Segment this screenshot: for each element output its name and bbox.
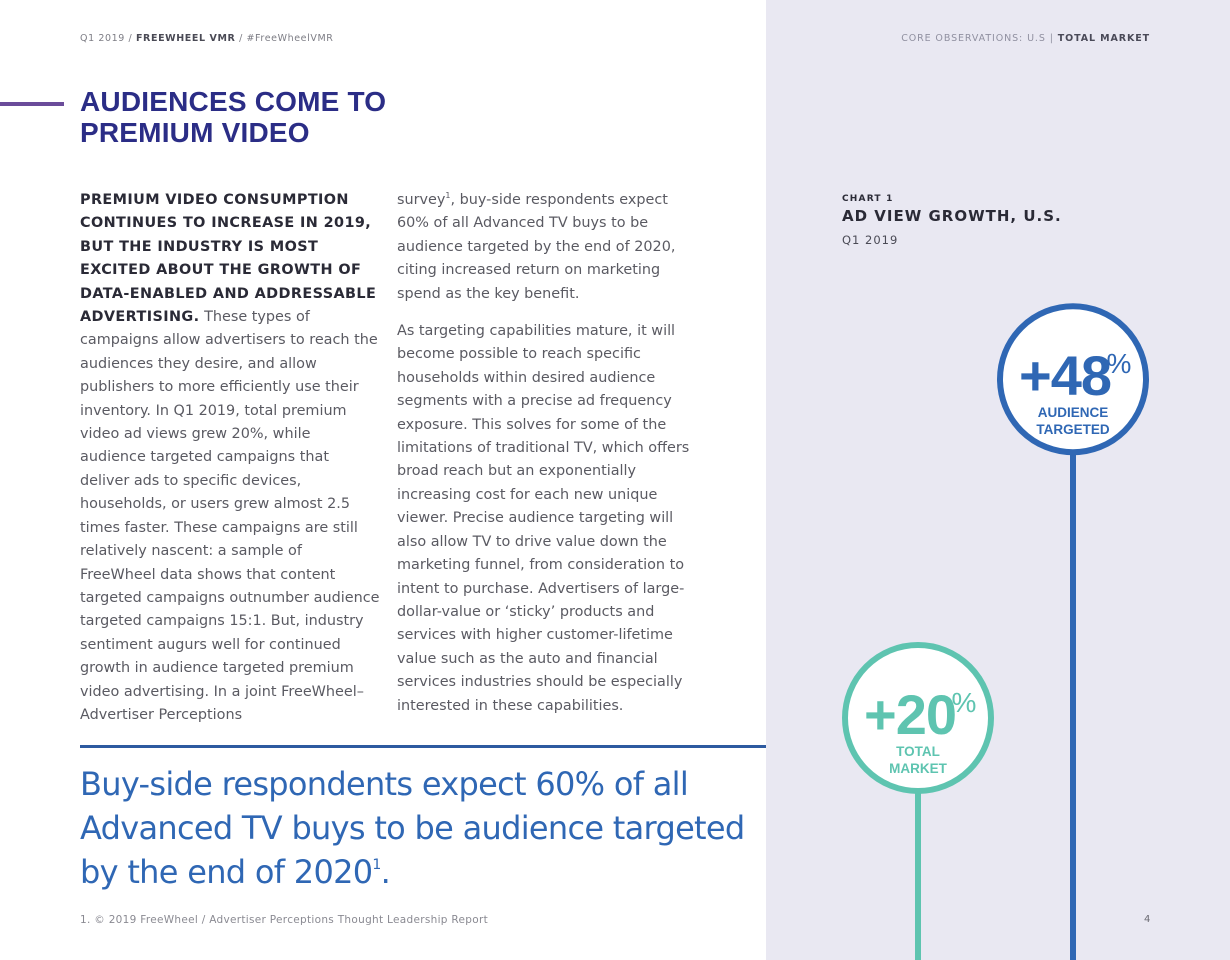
survey-word: survey	[397, 192, 446, 208]
pullquote-period: .	[380, 853, 391, 891]
page-title: AUDIENCES COME TO PREMIUM VIDEO	[80, 86, 386, 148]
chart-label: CHART 1	[842, 194, 894, 204]
total-market-label-line-1: TOTAL	[896, 744, 940, 759]
body-text: These types of campaigns allow advertise…	[80, 309, 380, 723]
pullquote: Buy-side respondents expect 60% of all A…	[80, 762, 760, 894]
header-subsection: TOTAL MARKET	[1057, 33, 1150, 44]
body-text: , buy-side respondents expect 60% of all…	[397, 192, 676, 302]
header-report-name: FREEWHEEL VMR	[135, 33, 236, 44]
footnote: 1. © 2019 FreeWheel / Advertiser Percept…	[80, 914, 488, 926]
audience-targeted-circle	[997, 303, 1149, 456]
page-title-line-2: PREMIUM VIDEO	[80, 117, 310, 148]
header-left: Q1 2019 / FREEWHEEL VMR / #FreeWheelVMR	[80, 33, 334, 44]
body-paragraph-3: As targeting capabilities mature, it wil…	[397, 323, 690, 714]
header-hashtag: #FreeWheelVMR	[246, 33, 334, 44]
body-paragraph-1: PREMIUM VIDEO CONSUMPTION CONTINUES TO I…	[80, 189, 380, 727]
audience-targeted-label-line-2: TARGETED	[1036, 422, 1109, 437]
footnote-ref: 1	[445, 191, 451, 200]
total-market-label-line-2: MARKET	[889, 761, 947, 776]
page-number: 4	[1144, 914, 1151, 925]
pullquote-text: Buy-side respondents expect 60% of all A…	[80, 765, 745, 891]
chart-side-panel	[766, 0, 1230, 960]
audience-targeted-unit: %	[1107, 348, 1132, 379]
header-period: Q1 2019	[80, 33, 125, 44]
header-section: CORE OBSERVATIONS: U.S	[901, 33, 1046, 44]
chart-title: AD VIEW GROWTH, U.S.	[842, 207, 1062, 225]
body-paragraph-2: survey1, buy-side respondents expect 60%…	[397, 189, 702, 306]
page-title-line-1: AUDIENCES COME TO	[80, 86, 387, 117]
total-market-unit: %	[952, 687, 977, 718]
header-right: CORE OBSERVATIONS: U.S | TOTAL MARKET	[901, 33, 1150, 44]
pullquote-footnote-ref: 1	[372, 857, 381, 873]
body-column-1: PREMIUM VIDEO CONSUMPTION CONTINUES TO I…	[80, 189, 380, 727]
pullquote-rule	[80, 745, 766, 748]
audience-targeted-value: +48	[1019, 344, 1111, 407]
growth-chart: +48% AUDIENCE TARGETED +20% TOTAL MARKET	[842, 303, 1149, 960]
total-market-value: +20	[864, 683, 956, 746]
lead-in-text: PREMIUM VIDEO CONSUMPTION CONTINUES TO I…	[80, 192, 377, 326]
title-accent-rule	[0, 102, 64, 106]
chart-subtitle: Q1 2019	[842, 233, 899, 247]
audience-targeted-label-line-1: AUDIENCE	[1038, 405, 1109, 420]
body-column-2: survey1, buy-side respondents expect 60%…	[397, 189, 702, 718]
total-market-circle	[842, 642, 994, 794]
